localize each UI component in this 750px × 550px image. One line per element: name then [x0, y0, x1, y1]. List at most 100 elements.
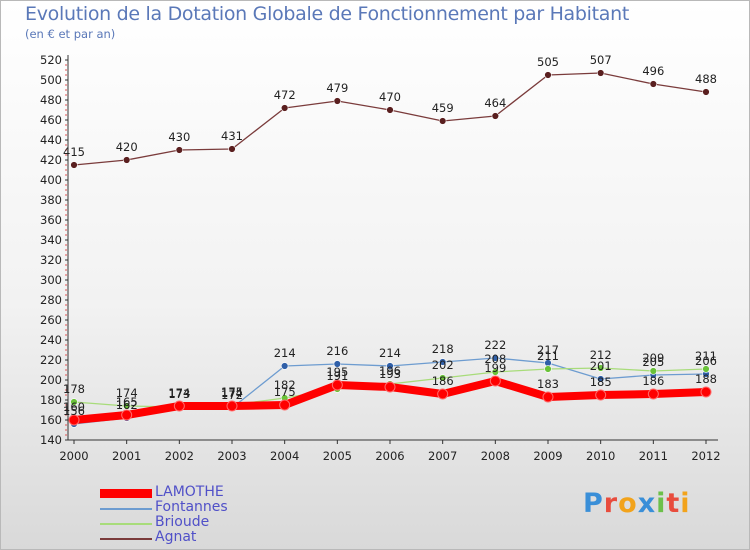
chart-subtitle: (en € et par an) — [25, 27, 116, 41]
data-label-agnat: 415 — [63, 145, 85, 159]
point-lamothe — [226, 400, 238, 412]
legend-label-agnat: Agnat — [155, 529, 197, 545]
point-agnat — [70, 161, 78, 169]
series-line-agnat — [73, 72, 707, 166]
y-tick: 320 — [40, 253, 68, 267]
x-tick: 2005 — [323, 440, 352, 463]
x-tick-label: 2001 — [112, 449, 141, 463]
x-tick-label: 2005 — [323, 449, 352, 463]
x-tick-label: 2002 — [165, 449, 194, 463]
data-label-brioude: 174 — [116, 386, 138, 400]
y-tick-label: 220 — [40, 353, 62, 367]
data-label-agnat: 420 — [116, 140, 138, 154]
point-lamothe — [279, 399, 291, 411]
x-tick-label: 2006 — [375, 449, 404, 463]
data-label-fontannes: 214 — [274, 346, 296, 360]
x-tick-label: 2003 — [217, 449, 246, 463]
data-label-lamothe: 174 — [221, 386, 243, 400]
point-brioude — [649, 367, 658, 375]
y-tick-label: 440 — [40, 133, 62, 147]
data-label-lamothe: 188 — [695, 372, 717, 386]
point-agnat — [438, 117, 447, 125]
legend-label-fontannes: Fontannes — [155, 499, 228, 515]
data-label-brioude: 173 — [168, 387, 190, 401]
data-label-agnat: 431 — [221, 129, 243, 143]
series-layer — [68, 69, 712, 428]
axes: 1401601802002202402602803003203403603804… — [40, 53, 721, 463]
data-label-brioude: 211 — [537, 349, 559, 363]
x-tick: 2007 — [428, 440, 457, 463]
point-brioude — [70, 398, 78, 406]
y-tick: 400 — [40, 173, 68, 187]
data-label-brioude: 212 — [590, 348, 612, 362]
data-label-fontannes: 218 — [432, 342, 454, 356]
x-tick: 2012 — [691, 440, 721, 463]
point-lamothe — [542, 391, 554, 403]
data-label-agnat: 507 — [590, 53, 612, 67]
point-brioude — [491, 368, 500, 376]
data-label-brioude: 196 — [379, 364, 401, 378]
point-agnat — [702, 88, 710, 96]
y-tick: 460 — [40, 113, 68, 127]
data-label-lamothe: 185 — [590, 375, 612, 389]
y-tick: 180 — [40, 393, 68, 407]
x-tick: 2006 — [375, 440, 405, 463]
x-tick: 2004 — [270, 440, 299, 463]
data-label-fontannes: 174 — [168, 386, 190, 400]
point-brioude — [438, 374, 447, 382]
y-tick: 160 — [40, 413, 68, 427]
y-tick-label: 480 — [40, 93, 62, 107]
legend-swatch-lamothe — [100, 489, 152, 498]
legend-swatch-fontannes — [100, 508, 152, 510]
y-tick: 360 — [40, 213, 68, 227]
data-label-agnat: 496 — [642, 64, 664, 78]
data-label-lamothe: 160 — [63, 400, 85, 414]
point-agnat — [122, 156, 131, 164]
x-tick: 2008 — [481, 440, 510, 463]
proxiti-logo: Proxiti — [583, 488, 691, 519]
x-tick: 2011 — [639, 440, 668, 463]
x-tick: 2002 — [165, 440, 194, 463]
data-label-lamothe: 175 — [274, 385, 296, 399]
y-tick-label: 140 — [40, 433, 62, 447]
point-lamothe — [700, 386, 712, 398]
x-tick: 2009 — [533, 440, 563, 463]
point-agnat — [175, 146, 184, 154]
y-tick: 480 — [40, 93, 68, 107]
data-label-fontannes: 201 — [590, 359, 612, 373]
y-tick-label: 300 — [40, 273, 62, 287]
point-fontannes — [491, 354, 500, 362]
point-brioude — [544, 365, 552, 373]
point-fontannes — [438, 358, 447, 366]
point-brioude — [702, 365, 710, 373]
point-agnat — [280, 104, 289, 112]
y-tick-label: 520 — [40, 53, 62, 67]
y-tick-label: 340 — [40, 233, 62, 247]
data-label-lamothe: 183 — [537, 377, 559, 391]
data-label-brioude: 209 — [642, 351, 664, 365]
point-brioude — [122, 402, 131, 410]
data-label-lamothe: 186 — [642, 374, 664, 388]
data-label-agnat: 464 — [484, 96, 506, 110]
data-label-brioude: 202 — [432, 358, 454, 372]
point-agnat — [491, 112, 500, 120]
point-lamothe — [173, 400, 185, 412]
y-tick: 520 — [40, 53, 68, 67]
data-label-agnat: 505 — [537, 55, 559, 69]
data-label-agnat: 430 — [168, 130, 190, 144]
y-tick: 500 — [40, 73, 68, 87]
x-tick: 2003 — [217, 440, 247, 463]
point-fontannes — [333, 360, 342, 368]
point-agnat — [228, 145, 236, 153]
point-lamothe — [647, 388, 659, 400]
point-agnat — [386, 106, 394, 114]
point-lamothe — [595, 389, 607, 401]
y-tick-label: 320 — [40, 253, 62, 267]
data-label-fontannes: 205 — [642, 355, 664, 369]
point-lamothe — [121, 409, 133, 421]
y-tick-label: 500 — [40, 73, 62, 87]
data-label-lamothe: 174 — [168, 386, 190, 400]
data-label-lamothe: 199 — [484, 361, 506, 375]
point-agnat — [544, 71, 552, 79]
